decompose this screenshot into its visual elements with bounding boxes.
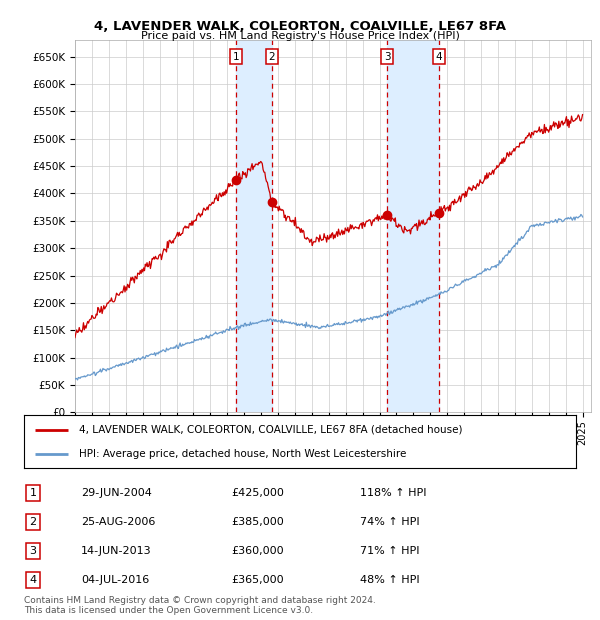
Text: 2: 2 [269, 51, 275, 62]
Text: £365,000: £365,000 [231, 575, 284, 585]
Bar [387, 40, 439, 412]
Text: 1: 1 [232, 51, 239, 62]
Text: Price paid vs. HM Land Registry's House Price Index (HPI): Price paid vs. HM Land Registry's House … [140, 31, 460, 41]
Text: 71% ↑ HPI: 71% ↑ HPI [360, 546, 419, 556]
Bar [236, 40, 272, 412]
Text: Contains HM Land Registry data © Crown copyright and database right 2024.
This d: Contains HM Land Registry data © Crown c… [24, 596, 376, 615]
Text: 118% ↑ HPI: 118% ↑ HPI [360, 488, 427, 498]
Text: £360,000: £360,000 [231, 546, 284, 556]
Text: 04-JUL-2016: 04-JUL-2016 [81, 575, 149, 585]
Text: 25-AUG-2006: 25-AUG-2006 [81, 517, 155, 527]
Text: 3: 3 [29, 546, 37, 556]
Text: 4: 4 [436, 51, 442, 62]
Text: 29-JUN-2004: 29-JUN-2004 [81, 488, 152, 498]
Text: £385,000: £385,000 [231, 517, 284, 527]
Text: 4, LAVENDER WALK, COLEORTON, COALVILLE, LE67 8FA: 4, LAVENDER WALK, COLEORTON, COALVILLE, … [94, 20, 506, 33]
Text: 4: 4 [29, 575, 37, 585]
Text: 48% ↑ HPI: 48% ↑ HPI [360, 575, 419, 585]
Text: 14-JUN-2013: 14-JUN-2013 [81, 546, 152, 556]
Text: 1: 1 [29, 488, 37, 498]
Text: 74% ↑ HPI: 74% ↑ HPI [360, 517, 419, 527]
Text: £425,000: £425,000 [231, 488, 284, 498]
Text: 3: 3 [384, 51, 391, 62]
Text: 4, LAVENDER WALK, COLEORTON, COALVILLE, LE67 8FA (detached house): 4, LAVENDER WALK, COLEORTON, COALVILLE, … [79, 425, 463, 435]
Text: HPI: Average price, detached house, North West Leicestershire: HPI: Average price, detached house, Nort… [79, 449, 407, 459]
Text: 2: 2 [29, 517, 37, 527]
